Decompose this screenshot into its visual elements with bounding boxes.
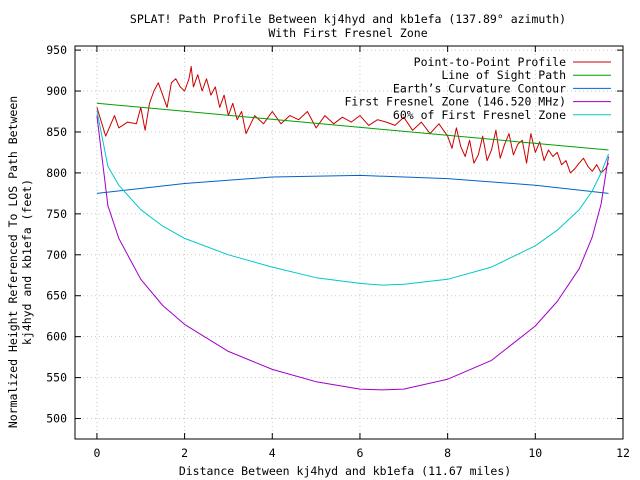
x-tick-label: 4 xyxy=(269,446,276,460)
x-tick-label: 2 xyxy=(181,446,188,460)
y-axis-label-line1: Normalized Height Referenced To LOS Path… xyxy=(6,96,20,428)
y-tick-label: 650 xyxy=(46,289,67,303)
series-line-0 xyxy=(96,66,609,174)
x-tick-label: 6 xyxy=(356,446,363,460)
legend-label-2: Earth’s Curvature Contour xyxy=(393,81,566,95)
y-tick-label: 600 xyxy=(46,330,67,344)
series-line-2 xyxy=(96,174,609,194)
x-axis-label: Distance Between kj4hyd and kb1efa (11.6… xyxy=(179,464,511,478)
legend-label-1: Line of Sight Path xyxy=(441,68,566,82)
series-line-1 xyxy=(96,102,609,151)
y-tick-label: 700 xyxy=(46,248,67,262)
plot-frame xyxy=(74,45,624,440)
x-tick-label: 0 xyxy=(93,446,100,460)
axis-ticks: 0 2 4 6 8 10 12 500 550 600 650 700 750 800 850 900 950 xyxy=(46,43,630,460)
x-tick-label: 8 xyxy=(444,446,451,460)
series-line-3 xyxy=(96,115,609,391)
legend-label-0: Point-to-Point Profile xyxy=(414,55,566,69)
y-tick-label: 850 xyxy=(46,125,67,139)
series-line-4 xyxy=(96,110,609,286)
y-tick-label: 500 xyxy=(46,412,67,426)
legend-label-3: First Fresnel Zone (146.520 MHz) xyxy=(344,95,566,109)
y-axis-label-line2: kj4hyd and kb1efa (feet) xyxy=(20,179,34,345)
chart-title: SPLAT! Path Profile Between kj4hyd and k… xyxy=(130,12,566,26)
y-tick-label: 950 xyxy=(46,43,67,57)
y-tick-label: 550 xyxy=(46,371,67,385)
x-tick-label: 10 xyxy=(528,446,542,460)
chart-subtitle: With First Fresnel Zone xyxy=(268,26,427,40)
y-tick-label: 800 xyxy=(46,166,67,180)
y-tick-label: 750 xyxy=(46,207,67,221)
y-tick-label: 900 xyxy=(46,84,67,98)
x-tick-label: 12 xyxy=(616,446,630,460)
legend-label-4: 60% of First Fresnel Zone xyxy=(393,108,566,122)
plot-series xyxy=(96,66,609,391)
